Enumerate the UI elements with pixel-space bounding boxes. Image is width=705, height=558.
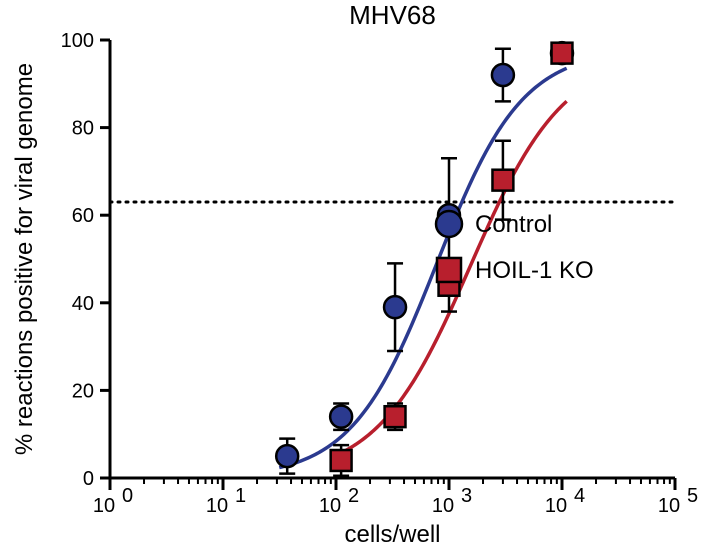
y-tick-label: 60	[72, 205, 94, 227]
svg-text:5: 5	[687, 485, 698, 507]
svg-text:10: 10	[658, 495, 680, 517]
svg-text:10: 10	[93, 495, 115, 517]
y-tick-label: 40	[72, 293, 94, 315]
x-tick-label: 10 0	[93, 485, 133, 517]
svg-text:4: 4	[574, 485, 585, 507]
data-point	[552, 43, 573, 64]
svg-text:3: 3	[461, 485, 472, 507]
data-point	[331, 450, 352, 471]
svg-text:10: 10	[545, 495, 567, 517]
data-point	[384, 296, 406, 318]
y-tick-label: 100	[61, 30, 94, 52]
legend-label: HOIL-1 KO	[475, 257, 594, 284]
x-tick-label: 10 4	[545, 485, 585, 517]
x-tick-label: 10 2	[319, 485, 359, 517]
svg-text:0: 0	[122, 485, 133, 507]
x-tick-label: 10 5	[658, 485, 698, 517]
y-tick-label: 0	[83, 468, 94, 490]
y-tick-label: 80	[72, 118, 94, 140]
x-tick-label: 10 3	[432, 485, 472, 517]
y-axis-label: % reactions positive for viral genome	[11, 63, 38, 455]
data-point	[330, 406, 352, 428]
svg-text:1: 1	[235, 485, 246, 507]
legend-marker	[436, 211, 462, 237]
data-point	[492, 64, 514, 86]
legend-marker	[437, 258, 461, 282]
chart-title: MHV68	[349, 0, 436, 30]
svg-text:10: 10	[432, 495, 454, 517]
x-axis-label: cells/well	[344, 521, 440, 548]
x-tick-label: 10 1	[206, 485, 246, 517]
chart-svg: MHV68020406080100100101102103104105cells…	[0, 0, 705, 558]
chart-container: MHV68020406080100100101102103104105cells…	[0, 0, 705, 558]
svg-text:2: 2	[348, 485, 359, 507]
y-tick-label: 20	[72, 380, 94, 402]
legend-label: Control	[475, 211, 552, 238]
svg-text:10: 10	[206, 495, 228, 517]
data-point	[492, 170, 513, 191]
data-point	[276, 445, 298, 467]
data-point	[385, 406, 406, 427]
svg-text:10: 10	[319, 495, 341, 517]
